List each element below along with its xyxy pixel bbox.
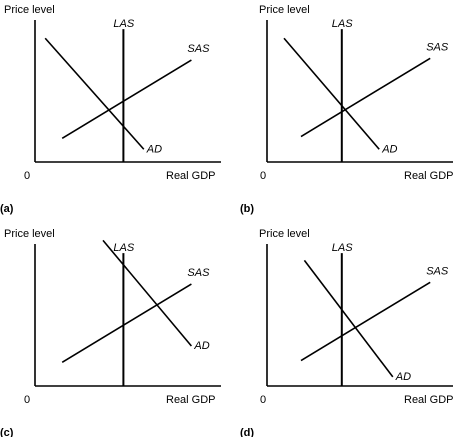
ad-curve: [303, 259, 394, 378]
las-label: LAS: [332, 18, 353, 30]
panel-d: Price level Real GDP 0 (d) LAS SAS AD: [240, 228, 454, 437]
las-label: LAS: [113, 242, 134, 254]
y-axis-label: Price level: [4, 4, 55, 16]
ad-curve: [44, 37, 145, 150]
origin-label: 0: [260, 170, 266, 182]
y-axis-label: Price level: [259, 228, 310, 240]
sas-curve: [300, 281, 431, 362]
sas-curve: [300, 57, 431, 138]
ad-curve: [102, 239, 193, 347]
origin-label: 0: [24, 170, 30, 182]
ad-curve: [283, 37, 380, 150]
origin-label: 0: [24, 394, 30, 406]
sas-label: SAS: [187, 267, 210, 279]
ad-label: AD: [193, 340, 209, 352]
las-label: LAS: [332, 242, 353, 254]
las-label: LAS: [113, 18, 134, 30]
sas-curve: [61, 59, 192, 140]
panel-label: (c): [0, 427, 14, 437]
x-axis-label: Real GDP: [404, 170, 454, 182]
panel-label: (b): [240, 203, 254, 215]
panel-label: (d): [240, 427, 254, 437]
origin-label: 0: [260, 394, 266, 406]
ad-label: AD: [381, 143, 397, 155]
x-axis-label: Real GDP: [404, 394, 454, 406]
x-axis-label: Real GDP: [166, 394, 216, 406]
panel-c: Price level Real GDP 0 (c) LAS SAS AD: [0, 228, 221, 437]
panel-a: Price level Real GDP 0 (a) LAS SAS AD: [0, 4, 221, 215]
panel-label: (a): [0, 203, 14, 215]
y-axis-label: Price level: [4, 228, 55, 240]
sas-curve: [61, 283, 192, 364]
panel-b: Price level Real GDP 0 (b) LAS SAS AD: [240, 4, 454, 215]
y-axis-label: Price level: [259, 4, 310, 16]
sas-label: SAS: [426, 265, 449, 277]
ad-label: AD: [146, 143, 162, 155]
sas-label: SAS: [426, 41, 449, 53]
sas-label: SAS: [187, 43, 210, 55]
x-axis-label: Real GDP: [166, 170, 216, 182]
ad-label: AD: [395, 371, 411, 383]
